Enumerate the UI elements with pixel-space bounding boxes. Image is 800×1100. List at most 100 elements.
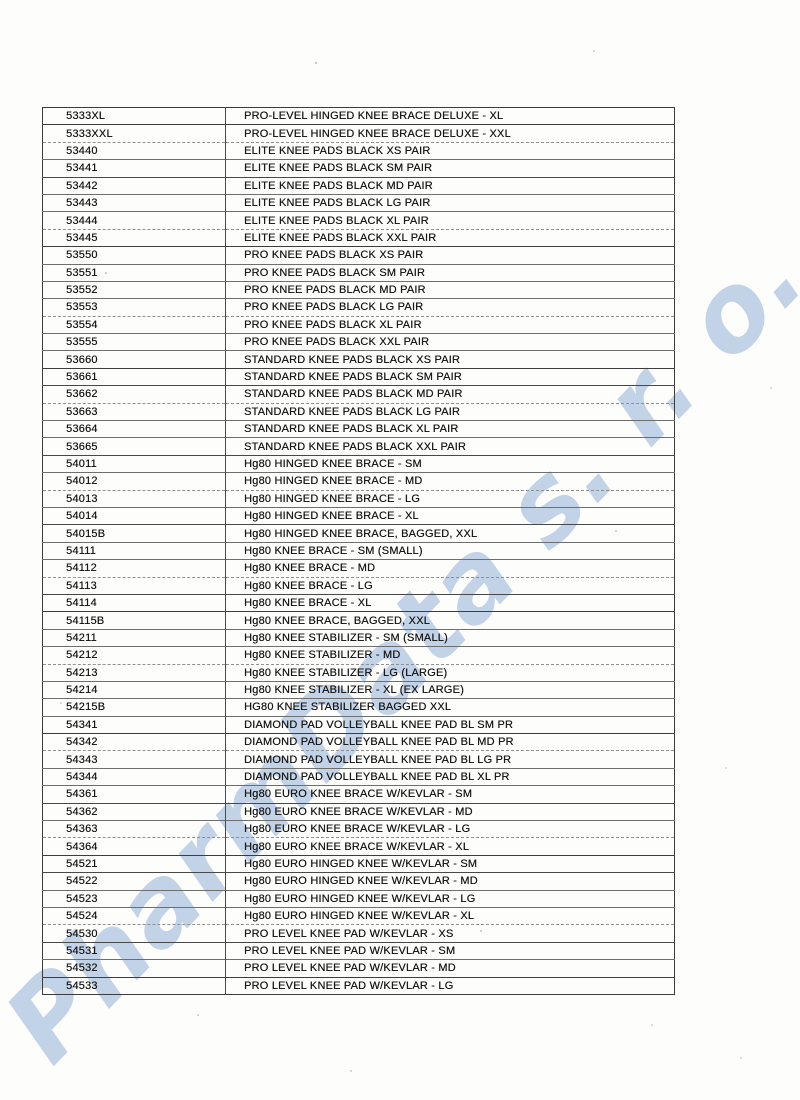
product-description-cell: Hg80 EURO HINGED KNEE W/KEVLAR - SM xyxy=(225,855,675,873)
product-description-cell: Hg80 KNEE STABILIZER - SM (SMALL) xyxy=(225,629,675,647)
product-code-cell: 54344 xyxy=(66,771,98,784)
product-code-cell: 54214 xyxy=(66,684,98,697)
product-code-cell: 5333XL xyxy=(66,110,106,123)
table-row: 54114 Hg80 KNEE BRACE - XL xyxy=(42,594,675,612)
product-code-cell: 54012 xyxy=(66,475,98,488)
product-description-cell: STANDARD KNEE PADS BLACK MD PAIR xyxy=(225,385,675,404)
product-description-cell: STANDARD KNEE PADS BLACK SM PAIR xyxy=(225,368,675,386)
table-row: 53441 ELITE KNEE PADS BLACK SM PAIR xyxy=(42,159,675,178)
product-code-cell: 54114 xyxy=(66,597,97,610)
product-code-cell: 54213 xyxy=(66,666,98,679)
table-row: 54015B Hg80 HINGED KNEE BRACE, BAGGED, X… xyxy=(42,524,675,543)
table-row: 54011 Hg80 HINGED KNEE BRACE - SM xyxy=(42,455,675,473)
product-description-cell: DIAMOND PAD VOLLEYBALL KNEE PAD BL LG PR xyxy=(225,750,675,769)
product-code-cell: 54211 xyxy=(66,631,97,644)
table-row: 54363 Hg80 EURO KNEE BRACE W/KEVLAR - LG xyxy=(42,820,675,838)
product-code-cell: 53443 xyxy=(66,197,98,210)
table-row: 54521 Hg80 EURO HINGED KNEE W/KEVLAR - S… xyxy=(42,855,675,873)
product-code-cell: 53663 xyxy=(66,405,98,418)
table-row: 54212 Hg80 KNEE STABILIZER - MD xyxy=(42,646,675,664)
product-description-cell: Hg80 EURO HINGED KNEE W/KEVLAR - LG xyxy=(225,890,675,908)
product-description-cell: Hg80 EURO KNEE BRACE W/KEVLAR - SM xyxy=(225,785,675,804)
product-description-cell: PRO KNEE PADS BLACK MD PAIR xyxy=(225,281,675,299)
product-description-cell: Hg80 KNEE STABILIZER - MD xyxy=(225,646,675,664)
product-description-cell: PRO LEVEL KNEE PAD W/KEVLAR - MD xyxy=(225,959,675,978)
product-description-cell: Hg80 KNEE STABILIZER - XL (EX LARGE) xyxy=(225,681,675,699)
product-code-cell: 53440 xyxy=(66,144,98,157)
table-row: 54215B HG80 KNEE STABILIZER BAGGED XXL xyxy=(42,698,675,717)
table-row: 54532 PRO LEVEL KNEE PAD W/KEVLAR - MD xyxy=(42,959,675,978)
product-description-cell: Hg80 HINGED KNEE BRACE - MD xyxy=(225,472,675,491)
product-code-cell: 53442 xyxy=(66,179,98,192)
product-description-cell: ELITE KNEE PADS BLACK XS PAIR xyxy=(225,142,675,160)
product-description-cell: Hg80 HINGED KNEE BRACE - LG xyxy=(225,490,675,508)
product-description-cell: ELITE KNEE PADS BLACK LG PAIR xyxy=(225,194,675,212)
table-row: 54524 Hg80 EURO HINGED KNEE W/KEVLAR - X… xyxy=(42,907,675,925)
product-description-cell: ELITE KNEE PADS BLACK XXL PAIR xyxy=(225,229,675,247)
table-row: 53553 PRO KNEE PADS BLACK LG PAIR xyxy=(42,298,675,317)
table-row: 54531 PRO LEVEL KNEE PAD W/KEVLAR - SM xyxy=(42,942,675,960)
product-table-body: 5333XL PRO-LEVEL HINGED KNEE BRACE DELUX… xyxy=(42,107,675,995)
product-code-cell: 53444 xyxy=(66,214,98,227)
product-description-cell: PRO LEVEL KNEE PAD W/KEVLAR - XS xyxy=(225,924,675,943)
table-row: 53660 STANDARD KNEE PADS BLACK XS PAIR xyxy=(42,350,675,369)
table-row: 54213 Hg80 KNEE STABILIZER - LG (LARGE) xyxy=(42,664,675,682)
product-description-cell: Hg80 EURO KNEE BRACE W/KEVLAR - LG xyxy=(225,820,675,838)
table-row: 53662 STANDARD KNEE PADS BLACK MD PAIR xyxy=(42,385,675,404)
product-code-cell: 54533 xyxy=(66,979,98,992)
product-description-cell: PRO-LEVEL HINGED KNEE BRACE DELUXE - XXL xyxy=(225,124,675,143)
product-description-cell: PRO KNEE PADS BLACK LG PAIR xyxy=(225,298,675,317)
product-code-cell: 53551 xyxy=(66,266,98,279)
table-row: 54343 DIAMOND PAD VOLLEYBALL KNEE PAD BL… xyxy=(42,750,675,769)
product-code-cell: 53441 xyxy=(66,162,98,175)
table-row: 53445 ELITE KNEE PADS BLACK XXL PAIR xyxy=(42,229,675,247)
table-row: 53440 ELITE KNEE PADS BLACK XS PAIR xyxy=(42,142,675,160)
product-description-cell: Hg80 HINGED KNEE BRACE, BAGGED, XXL xyxy=(225,524,675,543)
product-code-cell: 54531 xyxy=(66,944,98,957)
table-row: 54533 PRO LEVEL KNEE PAD W/KEVLAR - LG xyxy=(43,977,675,995)
product-table: 5333XL PRO-LEVEL HINGED KNEE BRACE DELUX… xyxy=(42,107,675,995)
product-code-cell: 53665 xyxy=(66,440,98,453)
product-description-cell: PRO KNEE PADS BLACK SM PAIR xyxy=(225,264,675,282)
product-description-cell: PRO LEVEL KNEE PAD W/KEVLAR - SM xyxy=(225,942,675,960)
product-description-cell: Hg80 HINGED KNEE BRACE - XL xyxy=(225,507,675,525)
product-description-cell: STANDARD KNEE PADS BLACK XL PAIR xyxy=(225,420,675,438)
product-code-cell: 54362 xyxy=(66,805,98,818)
product-code-cell: 54364 xyxy=(66,840,98,853)
product-code-cell: 54015B xyxy=(66,527,106,540)
table-row: 54530 PRO LEVEL KNEE PAD W/KEVLAR - XS xyxy=(42,924,675,943)
product-code-cell: 53553 xyxy=(66,301,98,314)
table-row: 54342 DIAMOND PAD VOLLEYBALL KNEE PAD BL… xyxy=(42,733,675,751)
product-code-cell: 54013 xyxy=(66,492,98,505)
product-description-cell: Hg80 KNEE BRACE - MD xyxy=(225,559,675,578)
table-row: 54362 Hg80 EURO KNEE BRACE W/KEVLAR - MD xyxy=(42,803,675,821)
product-description-cell: PRO LEVEL KNEE PAD W/KEVLAR - LG xyxy=(225,977,675,995)
table-row: 54113 Hg80 KNEE BRACE - LG xyxy=(42,577,675,595)
product-code-cell: 53445 xyxy=(66,231,98,244)
product-code-cell: 53552 xyxy=(66,284,98,297)
table-row: 53442 ELITE KNEE PADS BLACK MD PAIR xyxy=(42,177,675,195)
product-code-cell: 54532 xyxy=(66,962,98,975)
product-code-cell: 53664 xyxy=(66,423,98,436)
table-row: 54341 DIAMOND PAD VOLLEYBALL KNEE PAD BL… xyxy=(42,716,675,734)
product-code-cell: 54361 xyxy=(66,788,98,801)
product-code-cell: 53660 xyxy=(66,353,98,366)
product-code-cell: 54343 xyxy=(66,753,98,766)
product-description-cell: Hg80 EURO KNEE BRACE W/KEVLAR - XL xyxy=(225,837,675,856)
product-code-cell: 5333XXL xyxy=(66,127,113,140)
product-description-cell: PRO KNEE PADS BLACK XXL PAIR xyxy=(225,333,675,351)
product-description-cell: STANDARD KNEE PADS BLACK XXL PAIR xyxy=(225,437,675,456)
scan-noise-speck xyxy=(315,62,317,64)
table-row: 54012 Hg80 HINGED KNEE BRACE - MD xyxy=(42,472,675,491)
product-description-cell: PRO KNEE PADS BLACK XL PAIR xyxy=(225,316,675,334)
table-row: 53444 ELITE KNEE PADS BLACK XL PAIR xyxy=(42,211,675,230)
product-description-cell: PRO-LEVEL HINGED KNEE BRACE DELUXE - XL xyxy=(225,107,675,125)
table-row: 54361 Hg80 EURO KNEE BRACE W/KEVLAR - SM xyxy=(42,785,675,804)
table-row: 5333XXL PRO-LEVEL HINGED KNEE BRACE DELU… xyxy=(42,124,675,143)
table-row: 54364 Hg80 EURO KNEE BRACE W/KEVLAR - XL xyxy=(42,837,675,856)
product-description-cell: ELITE KNEE PADS BLACK SM PAIR xyxy=(225,159,675,178)
table-row: 54111 Hg80 KNEE BRACE - SM (SMALL) xyxy=(42,542,675,560)
product-code-cell: 53661 xyxy=(66,371,98,384)
product-code-cell: 53554 xyxy=(66,318,98,331)
